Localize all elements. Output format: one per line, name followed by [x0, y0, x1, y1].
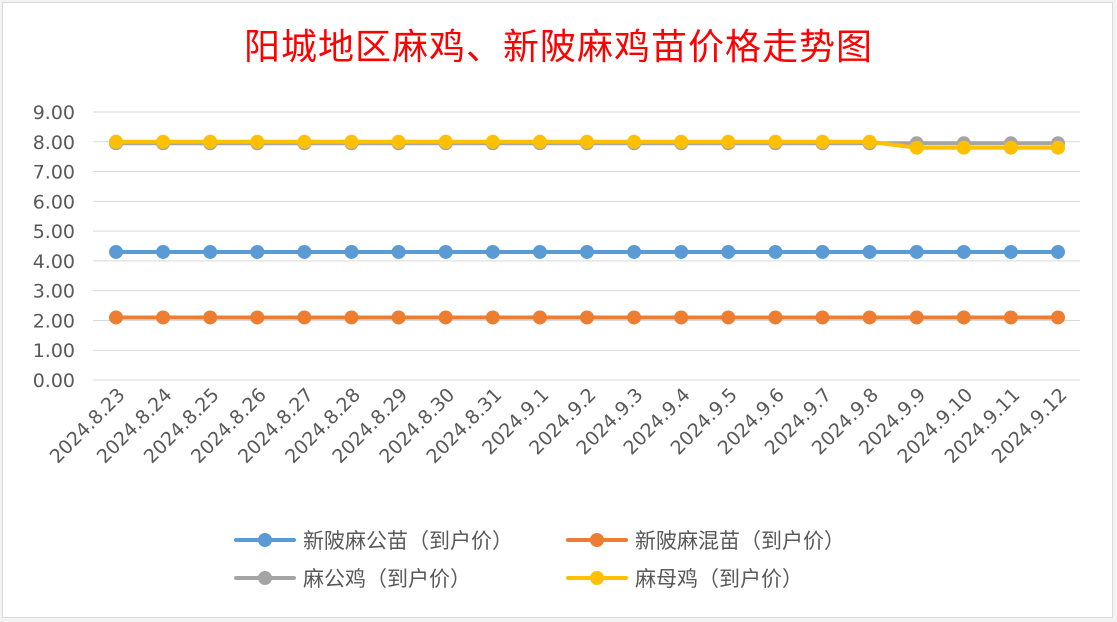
- data-point: [109, 134, 123, 149]
- data-point: [250, 244, 265, 259]
- y-tick-label: 6.00: [33, 191, 75, 213]
- data-point: [909, 310, 924, 325]
- data-point: [674, 134, 689, 149]
- legend-swatch-marker: [258, 533, 272, 547]
- data-point: [391, 134, 406, 149]
- data-point: [862, 310, 877, 325]
- y-tick-label: 4.00: [33, 251, 75, 273]
- data-point: [156, 244, 171, 259]
- legend-label: 新陂麻公苗（到户价）: [303, 529, 513, 553]
- legend-swatch-marker: [590, 533, 604, 547]
- legend-label: 新陂麻混苗（到户价）: [635, 529, 845, 553]
- data-point: [580, 134, 594, 149]
- data-point: [532, 134, 547, 149]
- data-point: [815, 244, 830, 259]
- y-tick-label: 7.00: [33, 162, 75, 184]
- data-point: [438, 134, 453, 149]
- data-point: [815, 134, 830, 149]
- chart-title: 阳城地区麻鸡、新陂麻鸡苗价格走势图: [243, 27, 873, 68]
- data-point: [485, 310, 500, 325]
- data-point: [532, 244, 547, 259]
- data-point: [1051, 310, 1065, 325]
- legend-label: 麻母鸡（到户价）: [635, 567, 803, 591]
- data-point: [627, 134, 642, 149]
- legend: 新陂麻公苗（到户价） 新陂麻混苗（到户价） 麻公鸡（到户价） 麻母鸡（到户价）: [234, 529, 845, 591]
- legend-label: 麻公鸡（到户价）: [303, 567, 471, 591]
- data-point: [344, 244, 359, 259]
- data-point: [627, 310, 642, 325]
- data-point: [485, 244, 500, 259]
- data-point: [1003, 244, 1018, 259]
- data-point: [344, 134, 359, 149]
- data-point: [768, 244, 783, 259]
- data-point: [1051, 140, 1065, 155]
- data-point: [721, 310, 736, 325]
- legend-swatch-marker: [258, 571, 272, 585]
- y-tick-label: 3.00: [33, 281, 75, 303]
- data-point: [297, 134, 312, 149]
- data-point: [768, 134, 783, 149]
- data-point: [627, 244, 642, 259]
- data-point: [1003, 140, 1018, 155]
- data-point: [768, 310, 783, 325]
- data-point: [485, 134, 500, 149]
- data-point: [297, 244, 312, 259]
- data-point: [344, 310, 359, 325]
- data-point: [391, 244, 406, 259]
- y-tick-label: 8.00: [33, 132, 75, 154]
- data-point: [109, 244, 123, 259]
- data-point: [438, 310, 453, 325]
- y-tick-label: 9.00: [33, 102, 75, 124]
- data-point: [721, 134, 736, 149]
- data-point: [815, 310, 830, 325]
- data-point: [862, 244, 877, 259]
- y-tick-label: 1.00: [33, 340, 75, 362]
- data-point: [297, 310, 312, 325]
- data-point: [580, 244, 594, 259]
- data-point: [909, 244, 924, 259]
- data-point: [438, 244, 453, 259]
- data-point: [956, 140, 971, 155]
- y-axis: 0.00 1.00 2.00 3.00 4.00 5.00 6.00 7.00 8.00 9.00: [33, 102, 75, 392]
- data-point: [1003, 310, 1018, 325]
- data-point: [203, 134, 218, 149]
- y-tick-label: 5.00: [33, 221, 75, 243]
- data-point: [156, 134, 171, 149]
- data-point: [956, 244, 971, 259]
- data-point: [203, 310, 218, 325]
- y-tick-label: 2.00: [33, 310, 75, 332]
- data-point: [250, 310, 265, 325]
- data-point: [109, 310, 123, 325]
- data-point: [862, 134, 877, 149]
- data-point: [674, 244, 689, 259]
- data-point: [250, 134, 265, 149]
- data-point: [580, 310, 594, 325]
- data-point: [909, 140, 924, 155]
- data-point: [674, 310, 689, 325]
- data-point: [203, 244, 218, 259]
- data-point: [391, 310, 406, 325]
- x-axis: 2024.8.232024.8.242024.8.252024.8.262024…: [46, 384, 1072, 468]
- legend-swatch-marker: [590, 571, 604, 585]
- series-lines: [109, 134, 1065, 325]
- y-tick-label: 0.00: [33, 370, 75, 392]
- data-point: [1051, 244, 1065, 259]
- data-point: [721, 244, 736, 259]
- data-point: [156, 310, 171, 325]
- data-point: [956, 310, 971, 325]
- data-point: [532, 310, 547, 325]
